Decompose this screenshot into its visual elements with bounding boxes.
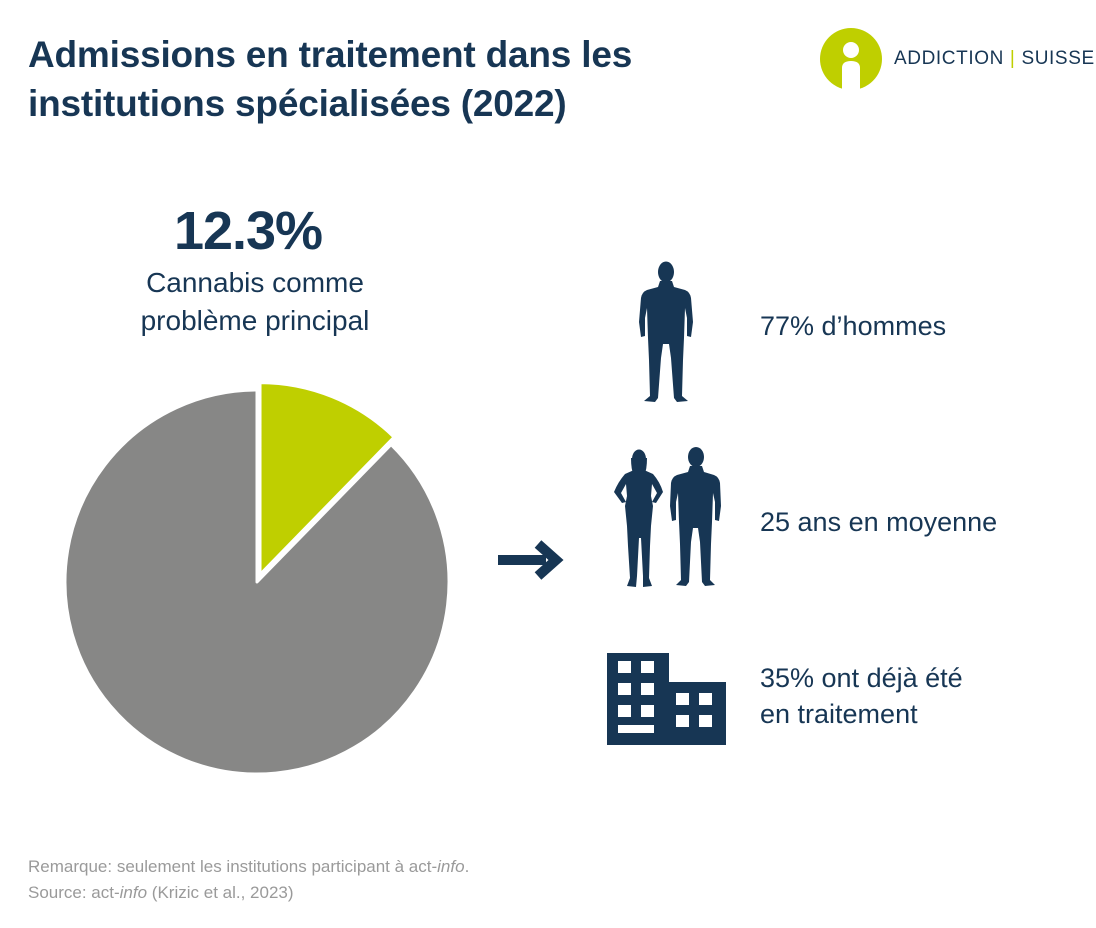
logo-text-left: ADDICTION [894, 48, 1004, 69]
man-silhouette-icon [639, 261, 693, 402]
remark-line: Remarque: seulement les institutions par… [28, 854, 469, 880]
headline-percentage: 12.3% [173, 201, 323, 261]
fact-previous-treatment-line1: 35% ont déjà été [760, 663, 963, 693]
remark-suffix: . [464, 857, 470, 876]
remark-prefix: Remarque: seulement les institutions par… [28, 857, 438, 876]
footnote: Remarque: seulement les institutions par… [28, 854, 469, 906]
arrow-right-icon [498, 540, 564, 580]
source-prefix: Source: act- [28, 883, 120, 902]
pie-slice-cannabis [258, 381, 396, 577]
source-suffix: (Krizic et al., 2023) [147, 883, 294, 902]
headline-label-line1: Cannabis comme [146, 267, 364, 298]
logo-mark-icon [820, 28, 882, 90]
logo-separator: | [1009, 48, 1016, 69]
pie-slice-other [63, 388, 451, 776]
fact-men: 77% d’hommes [760, 311, 947, 341]
woman-and-man-silhouette-icon [614, 447, 721, 587]
chart-title: Admissions en traitement dans les instit… [28, 34, 633, 124]
remark-italic: info [437, 857, 465, 876]
source-italic: info [119, 883, 148, 902]
source-line: Source: act-info (Krizic et al., 2023) [28, 880, 469, 906]
fact-previous-treatment: 35% ont déjà été en traitement [760, 660, 963, 732]
fact-previous-treatment-line2: en traitement [760, 699, 918, 729]
addiction-suisse-logo: ADDICTION | SUISSE [820, 28, 1094, 92]
fact-average-age: 25 ans en moyenne [760, 507, 998, 537]
headline-label-line2: problème principal [140, 305, 370, 336]
headline-label: Cannabis comme problème principal [100, 264, 410, 340]
logo-text-right: SUISSE [1021, 48, 1095, 69]
building-icon [607, 653, 726, 745]
logo-text: ADDICTION | SUISSE [894, 48, 1095, 70]
